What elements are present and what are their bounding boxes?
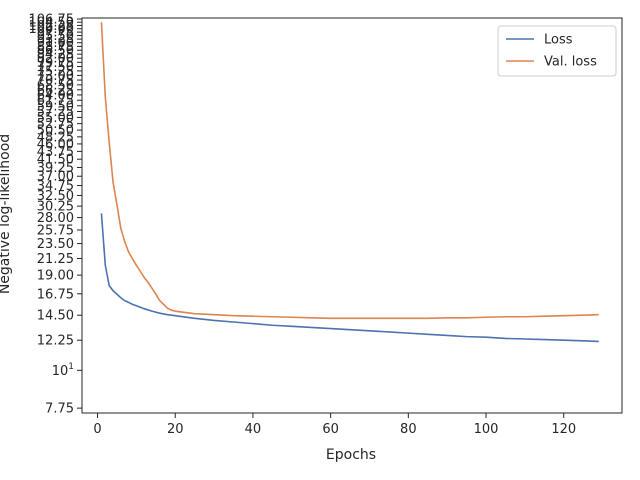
x-tick-label: 40 xyxy=(245,422,262,437)
y-tick-label: 46.00 xyxy=(37,137,74,152)
y-tick-label: 91.00 xyxy=(37,36,74,51)
y-tick-label: 59.50 xyxy=(37,99,74,114)
x-tick-label: 60 xyxy=(322,422,339,437)
x-tick-label: 120 xyxy=(551,422,576,437)
y-tick-label: 104.50 xyxy=(29,16,75,31)
y-tick-label: 68.50 xyxy=(37,78,74,93)
legend-label-1: Loss xyxy=(544,33,573,48)
y-tick-label: 37.00 xyxy=(37,170,74,185)
y-tick-label: 86.50 xyxy=(37,44,74,59)
y-axis-label: Negative log-likelihood xyxy=(0,134,13,294)
y-tick-label: 97.75 xyxy=(37,26,74,41)
y-tick-label: 41.50 xyxy=(37,153,74,168)
y-tick-label: 77.50 xyxy=(37,60,74,75)
y-tick-label: 100.00 xyxy=(29,22,75,37)
y-tick-label: 73.00 xyxy=(37,69,74,84)
y-tick-label: 55.00 xyxy=(37,111,74,126)
y-tick-label: 25.75 xyxy=(37,224,74,239)
y-tick-label: 32.50 xyxy=(37,189,74,204)
y-tick-label: 12.25 xyxy=(37,334,74,349)
y-tick-label: 93.25 xyxy=(37,33,74,48)
x-axis-label: Epochs xyxy=(326,447,376,463)
y-tick-label: 21.25 xyxy=(37,252,74,267)
y-tick-label: 48.25 xyxy=(37,130,74,145)
y-tick-label: 66.25 xyxy=(37,83,74,98)
y-tick-label: 57.25 xyxy=(37,105,74,120)
y-tick-label: 75.25 xyxy=(37,64,74,79)
y-tick-label: 16.75 xyxy=(37,287,74,302)
y-tick-label: 28.00 xyxy=(37,211,74,226)
y-tick-label: 84.25 xyxy=(37,48,74,63)
y-tick-label: 64.00 xyxy=(37,88,74,103)
y-tick-label: 61.75 xyxy=(37,94,74,109)
y-tick-label: 102.25 xyxy=(29,19,75,34)
y-tick-label: 43.75 xyxy=(37,145,74,160)
y-tick-label: 88.75 xyxy=(37,40,74,55)
y-tick-label: 30.25 xyxy=(37,200,74,215)
y-tick-label: 50.50 xyxy=(37,124,74,139)
x-tick-label: 80 xyxy=(400,422,417,437)
series-line-2 xyxy=(100,22,599,320)
x-tick-label: 20 xyxy=(167,422,184,437)
y-tick-label: 95.50 xyxy=(37,29,74,44)
y-tick-label: 7.75 xyxy=(45,402,74,417)
y-tick-label: 14.50 xyxy=(37,309,74,324)
y-tick-label: 82.00 xyxy=(37,52,74,67)
y-tick-label: 70.75 xyxy=(37,74,74,89)
y-tick-label: 101 xyxy=(52,362,74,379)
x-tick-label: 100 xyxy=(474,422,499,437)
plot-area: 0 20 40 60 80 100 120 7.75 101 12.25 14.50 16.75 19.… xyxy=(29,13,623,437)
y-tick-label: 79.75 xyxy=(37,56,74,71)
y-tick-label: 52.75 xyxy=(37,117,74,132)
y-tick-label: 106.75 xyxy=(29,13,75,28)
y-tick-label: 19.00 xyxy=(37,269,74,284)
y-tick-label: 34.75 xyxy=(37,179,74,194)
x-tick-label: 0 xyxy=(93,422,101,437)
legend: Loss Val. loss xyxy=(497,25,617,77)
series-line-1 xyxy=(100,213,599,343)
y-tick-label: 23.50 xyxy=(37,237,74,252)
axes-frame xyxy=(81,17,623,414)
y-tick-label: 39.25 xyxy=(37,161,74,176)
legend-label-2: Val. loss xyxy=(544,55,597,70)
